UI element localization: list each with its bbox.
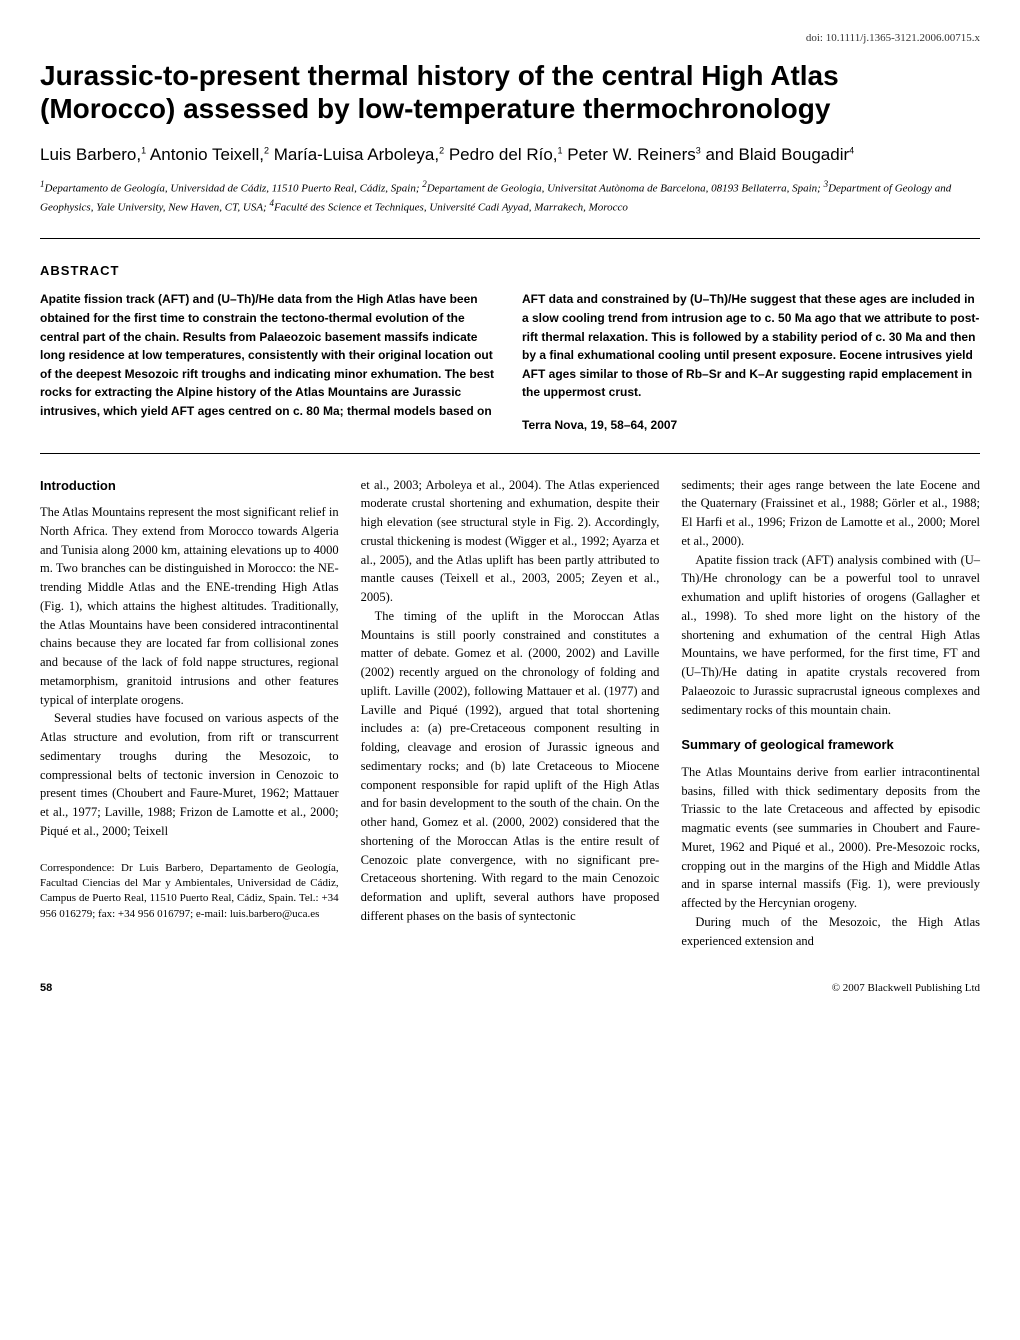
divider-top [40,238,980,239]
correspondence-block: Correspondence: Dr Luis Barbero, Departa… [40,861,339,923]
body-column-1: Introduction The Atlas Mountains represe… [40,476,339,951]
intro-paragraph-2: Several studies have focused on various … [40,709,339,840]
body-columns: Introduction The Atlas Mountains represe… [40,476,980,951]
col3-paragraph-4: During much of the Mesozoic, the High At… [681,913,980,951]
intro-paragraph-1: The Atlas Mountains represent the most s… [40,503,339,709]
summary-heading: Summary of geological framework [681,735,980,755]
introduction-heading: Introduction [40,476,339,496]
body-column-3: sediments; their ages range between the … [681,476,980,951]
abstract-container: Apatite fission track (AFT) and (U–Th)/H… [40,290,980,434]
copyright-text: © 2007 Blackwell Publishing Ltd [832,980,980,997]
journal-citation: Terra Nova, 19, 58–64, 2007 [522,416,980,435]
abstract-heading: ABSTRACT [40,261,980,281]
abstract-right-wrapper: AFT data and constrained by (U–Th)/He su… [522,290,980,434]
page-footer: 58 © 2007 Blackwell Publishing Ltd [40,980,980,997]
col3-paragraph-3: The Atlas Mountains derive from earlier … [681,763,980,913]
affiliations: 1Departamento de Geología, Universidad d… [40,178,980,216]
article-title: Jurassic-to-present thermal history of t… [40,59,980,126]
abstract-left: Apatite fission track (AFT) and (U–Th)/H… [40,290,498,434]
col2-paragraph-2: The timing of the uplift in the Moroccan… [361,607,660,926]
doi-text: doi: 10.1111/j.1365-3121.2006.00715.x [40,30,980,47]
page-number: 58 [40,980,52,997]
body-column-2: et al., 2003; Arboleya et al., 2004). Th… [361,476,660,951]
authors-line: Luis Barbero,1 Antonio Teixell,2 María-L… [40,144,980,166]
divider-bottom [40,453,980,454]
col3-paragraph-1: sediments; their ages range between the … [681,476,980,551]
col3-paragraph-2: Apatite fission track (AFT) analysis com… [681,551,980,720]
abstract-right: AFT data and constrained by (U–Th)/He su… [522,290,980,402]
col2-paragraph-1: et al., 2003; Arboleya et al., 2004). Th… [361,476,660,607]
